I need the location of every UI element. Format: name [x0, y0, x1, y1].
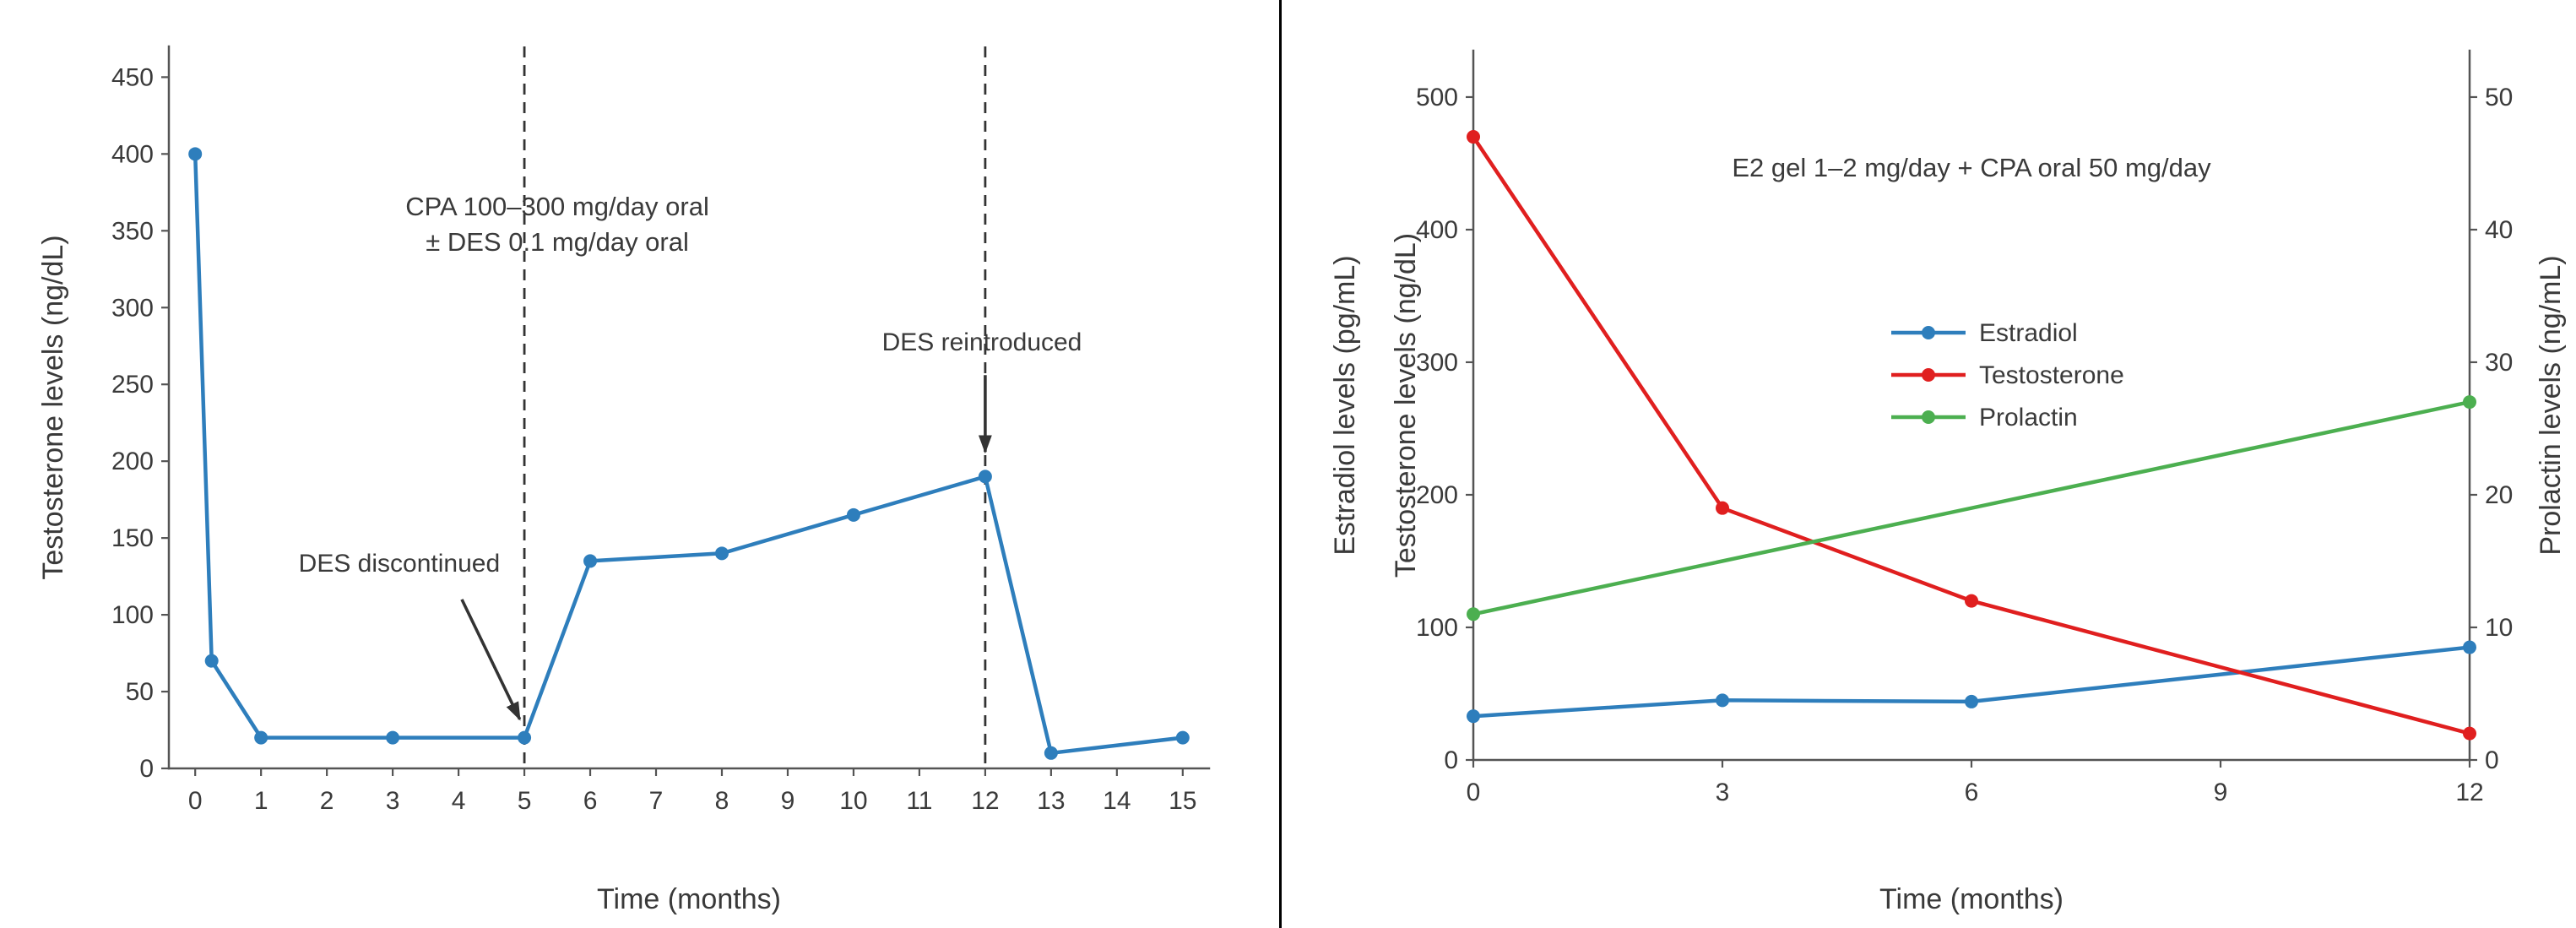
- right-y-tick-label: 10: [2485, 614, 2513, 642]
- right-y-axis-title-prolactin: Prolactin levels (ng/mL): [2535, 255, 2567, 555]
- left-chart-panel: 0 1 2 3 4 5 6 7 8 9 10 11 12 13 14 15 0 50 100 150 200 250 300…: [0, 0, 1279, 928]
- prolactin-data-point: [2463, 395, 2476, 410]
- y-tick-label: 250: [111, 371, 154, 399]
- x-axis-title: Time (months): [1879, 883, 2064, 915]
- right-y-tick-label: 50: [2485, 84, 2513, 111]
- estradiol-series-line: [1471, 645, 2472, 719]
- testosterone-data-point: [583, 554, 598, 568]
- left-y-axis-title-estradiol: Estradiol levels (pg/mL): [1329, 255, 1361, 555]
- estradiol-data-point: [1965, 694, 1978, 708]
- x-tick-label: 5: [518, 787, 532, 815]
- right-y-tick-label: 0: [2485, 746, 2499, 774]
- event-annotation-label: DES reintroduced: [882, 328, 1082, 356]
- y-tick-label: 0: [1444, 746, 1458, 774]
- right-chart-panel: 0 3 6 9 12 0 100 200 300 400 500 0 10 20 30 40 50 Time (m…: [1282, 0, 2576, 928]
- legend-item: Estradiol: [1891, 319, 2078, 347]
- prolactin-data-point: [1467, 607, 1480, 621]
- testosterone-data-point: [1965, 594, 1978, 608]
- x-tick-label: 13: [1037, 787, 1065, 815]
- testosterone-series-line: [1471, 134, 2472, 735]
- y-tick-label: 300: [111, 294, 154, 322]
- x-tick-label: 15: [1169, 787, 1196, 815]
- right-y-tick-label: 40: [2485, 216, 2513, 244]
- y-tick-label: 200: [111, 448, 154, 475]
- x-tick-label: 0: [1467, 779, 1481, 806]
- panel-divider: [1279, 0, 1282, 928]
- legend-label: Estradiol: [1979, 319, 2078, 347]
- x-tick-label: 9: [781, 787, 795, 815]
- y-tick-label: 500: [1416, 84, 1458, 111]
- testosterone-data-point: [204, 654, 219, 668]
- x-tick-label: 14: [1103, 787, 1131, 815]
- y-tick-label: 100: [1416, 614, 1458, 642]
- legend-marker: [1922, 410, 1935, 424]
- y-tick-label: 450: [111, 63, 154, 91]
- x-tick-label: 10: [839, 787, 867, 815]
- event-annotation-label: DES discontinued: [299, 550, 500, 578]
- y-tick-label: 50: [126, 678, 154, 706]
- y-axis-title: Testosterone levels (ng/dL): [37, 235, 69, 579]
- x-tick-label: 1: [254, 787, 268, 815]
- testosterone-data-point: [1175, 730, 1190, 745]
- x-tick-label: 2: [320, 787, 334, 815]
- x-tick-label: 0: [188, 787, 203, 815]
- right-y-tick-label: 20: [2485, 481, 2513, 509]
- x-tick-label: 9: [2214, 779, 2228, 806]
- y-tick-label: 400: [1416, 216, 1458, 244]
- testosterone-data-point: [1716, 501, 1729, 515]
- x-tick-label: 8: [715, 787, 729, 815]
- testosterone-data-point: [978, 469, 992, 484]
- prolactin-series-line: [1471, 399, 2472, 616]
- estradiol-data-point: [1467, 709, 1480, 724]
- legend-label: Testosterone: [1979, 361, 2124, 389]
- legend-marker: [1922, 326, 1935, 339]
- y-tick-label: 200: [1416, 481, 1458, 509]
- y-tick-label: 350: [111, 217, 154, 245]
- estradiol-data-point: [2463, 640, 2476, 654]
- x-tick-label: 12: [971, 787, 999, 815]
- testosterone-data-point: [518, 730, 532, 745]
- x-axis-title: Time (months): [597, 883, 781, 915]
- testosterone-data-point: [254, 730, 268, 745]
- testosterone-data-point: [2463, 726, 2476, 741]
- testosterone-series-line: [193, 152, 1185, 756]
- x-tick-label: 6: [583, 787, 598, 815]
- estradiol-data-point: [1716, 693, 1729, 708]
- x-tick-label: 12: [2455, 779, 2483, 806]
- x-tick-label: 6: [1965, 779, 1979, 806]
- legend-marker: [1922, 368, 1935, 382]
- testosterone-data-point: [1467, 130, 1480, 144]
- x-tick-label: 3: [386, 787, 400, 815]
- testosterone-data-point: [1044, 746, 1058, 760]
- x-tick-label: 7: [649, 787, 664, 815]
- testosterone-data-point: [846, 507, 860, 522]
- right-y-tick-label: 30: [2485, 349, 2513, 377]
- testosterone-data-point: [188, 147, 203, 161]
- testosterone-data-point: [714, 546, 729, 561]
- left-y-axis-title-testosterone: Testosterone levels (ng/dL): [1390, 233, 1422, 578]
- legend-item: Prolactin: [1891, 404, 2078, 431]
- x-tick-label: 3: [1716, 779, 1730, 806]
- y-tick-label: 100: [111, 601, 154, 629]
- y-tick-label: 400: [111, 140, 154, 168]
- chart-title: E2 gel 1–2 mg/day + CPA oral 50 mg/day: [1732, 153, 2211, 182]
- x-tick-label: 4: [452, 787, 466, 815]
- cpa-des-testosterone-chart: 0 1 2 3 4 5 6 7 8 9 10 11 12 13 14 15050100150200250300…: [37, 45, 1211, 915]
- legend-label: Prolactin: [1979, 404, 2078, 431]
- testosterone-data-point: [386, 730, 400, 745]
- y-tick-label: 150: [111, 524, 154, 552]
- y-tick-label: 300: [1416, 349, 1458, 377]
- x-tick-label: 11: [906, 787, 932, 815]
- treatment-annotation: CPA 100–300 mg/day oral ± DES 0.1 mg/day …: [405, 192, 709, 257]
- annotation-arrow: [460, 599, 522, 721]
- legend-item: Testosterone: [1891, 361, 2124, 389]
- y-tick-label: 0: [139, 755, 154, 783]
